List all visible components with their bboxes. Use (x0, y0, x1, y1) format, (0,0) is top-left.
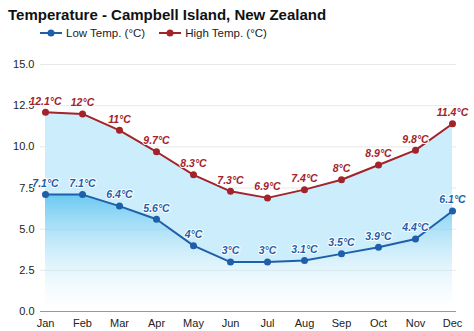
svg-text:3.5°C: 3.5°C (328, 236, 355, 248)
html-text:Temperature - Campbell Island,: Temperature - Campbell Island, New Zeala… (8, 6, 327, 23)
svg-text:3.9°C: 3.9°C (365, 230, 392, 242)
svg-text:15.0: 15.0 (13, 58, 34, 70)
svg-text:12.5: 12.5 (13, 99, 35, 112)
svg-text:Mar: Mar (110, 317, 129, 329)
svg-text:5.6°C: 5.6°C (143, 202, 170, 214)
svg-text:7.3°C: 7.3°C (217, 174, 244, 186)
svg-text:3.1°C: 3.1°C (291, 243, 318, 255)
svg-text:Nov: Nov (406, 317, 426, 329)
svg-text:8.3°C: 8.3°C (180, 157, 207, 169)
svg-text:0.0: 0.0 (19, 305, 34, 317)
svg-text:8.9°C: 8.9°C (365, 147, 392, 159)
svg-text:10.0: 10.0 (13, 140, 34, 152)
svg-text:6.1°C: 6.1°C (439, 193, 466, 205)
svg-text:Oct: Oct (370, 317, 387, 329)
svg-text:7.5: 7.5 (19, 181, 35, 194)
svg-text:Jun: Jun (222, 317, 240, 329)
html-text:Low Temp. (°C): Low Temp. (°C) (66, 27, 146, 39)
svg-text:7.1°C: 7.1°C (69, 177, 96, 189)
svg-text:7.4°C: 7.4°C (291, 172, 318, 184)
html-text:High Temp. (°C): High Temp. (°C) (185, 27, 267, 39)
svg-text:7.1°C: 7.1°C (32, 177, 59, 189)
svg-text:6.9°C: 6.9°C (254, 180, 281, 192)
svg-text:11°C: 11°C (108, 113, 131, 125)
svg-text:Dec: Dec (443, 317, 463, 329)
svg-text:4°C: 4°C (184, 228, 203, 240)
svg-text:9.8°C: 9.8°C (402, 132, 429, 144)
svg-text:8°C: 8°C (333, 162, 351, 174)
svg-text:Sep: Sep (332, 317, 352, 329)
svg-text:12.1°C: 12.1°C (29, 95, 62, 107)
svg-text:4.4°C: 4.4°C (401, 221, 429, 233)
svg-text:May: May (183, 317, 204, 329)
svg-text:5.0: 5.0 (19, 223, 34, 235)
svg-text:3°C: 3°C (222, 244, 240, 256)
svg-text:Jan: Jan (37, 317, 55, 329)
svg-text:9.7°C: 9.7°C (143, 134, 170, 146)
svg-text:11.4°C: 11.4°C (437, 106, 469, 118)
svg-text:2.5: 2.5 (19, 264, 34, 276)
svg-text:Apr: Apr (148, 317, 165, 329)
svg-text:12°C: 12°C (71, 96, 95, 108)
svg-text:3°C: 3°C (259, 244, 277, 256)
svg-text:Jul: Jul (260, 317, 274, 329)
svg-text:Aug: Aug (295, 317, 315, 329)
svg-text:6.4°C: 6.4°C (106, 188, 133, 200)
svg-text:Feb: Feb (73, 317, 92, 329)
